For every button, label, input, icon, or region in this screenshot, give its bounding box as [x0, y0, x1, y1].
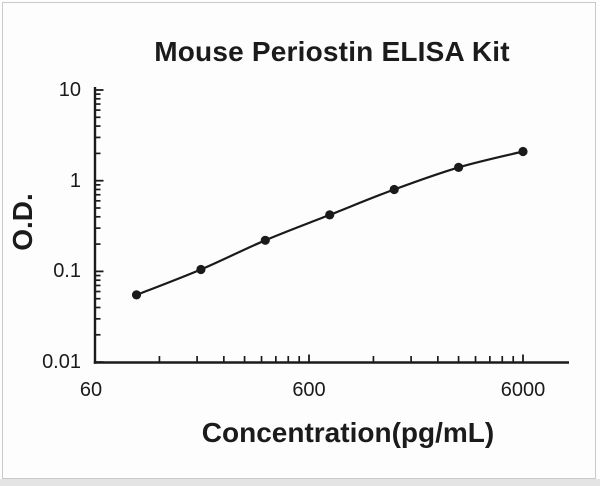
x-tick-label: 6000 [500, 379, 546, 401]
data-point-marker [389, 184, 399, 195]
y-axis-title: O.D. [7, 193, 38, 251]
standard-curve-line [136, 150, 524, 296]
x-tick-label: 600 [292, 379, 326, 401]
x-tick-label: 60 [79, 379, 103, 401]
y-tick-label: 10 [58, 79, 81, 101]
data-point-marker [454, 162, 464, 172]
y-tick-label: 0.1 [53, 260, 81, 283]
data-point-marker [518, 146, 528, 157]
data-point-marker [196, 264, 206, 275]
chart-title: Mouse Periostin ELISA Kit [154, 36, 510, 67]
y-tick-label: 0.01 [42, 351, 81, 374]
y-tick-label: 1 [69, 169, 81, 192]
data-point-marker [325, 210, 335, 220]
data-point-marker [260, 235, 270, 245]
x-axis-title: Concentration(pg/mL) [201, 417, 495, 448]
data-point-marker [131, 290, 142, 300]
bottom-edge-strip [0, 479, 600, 486]
